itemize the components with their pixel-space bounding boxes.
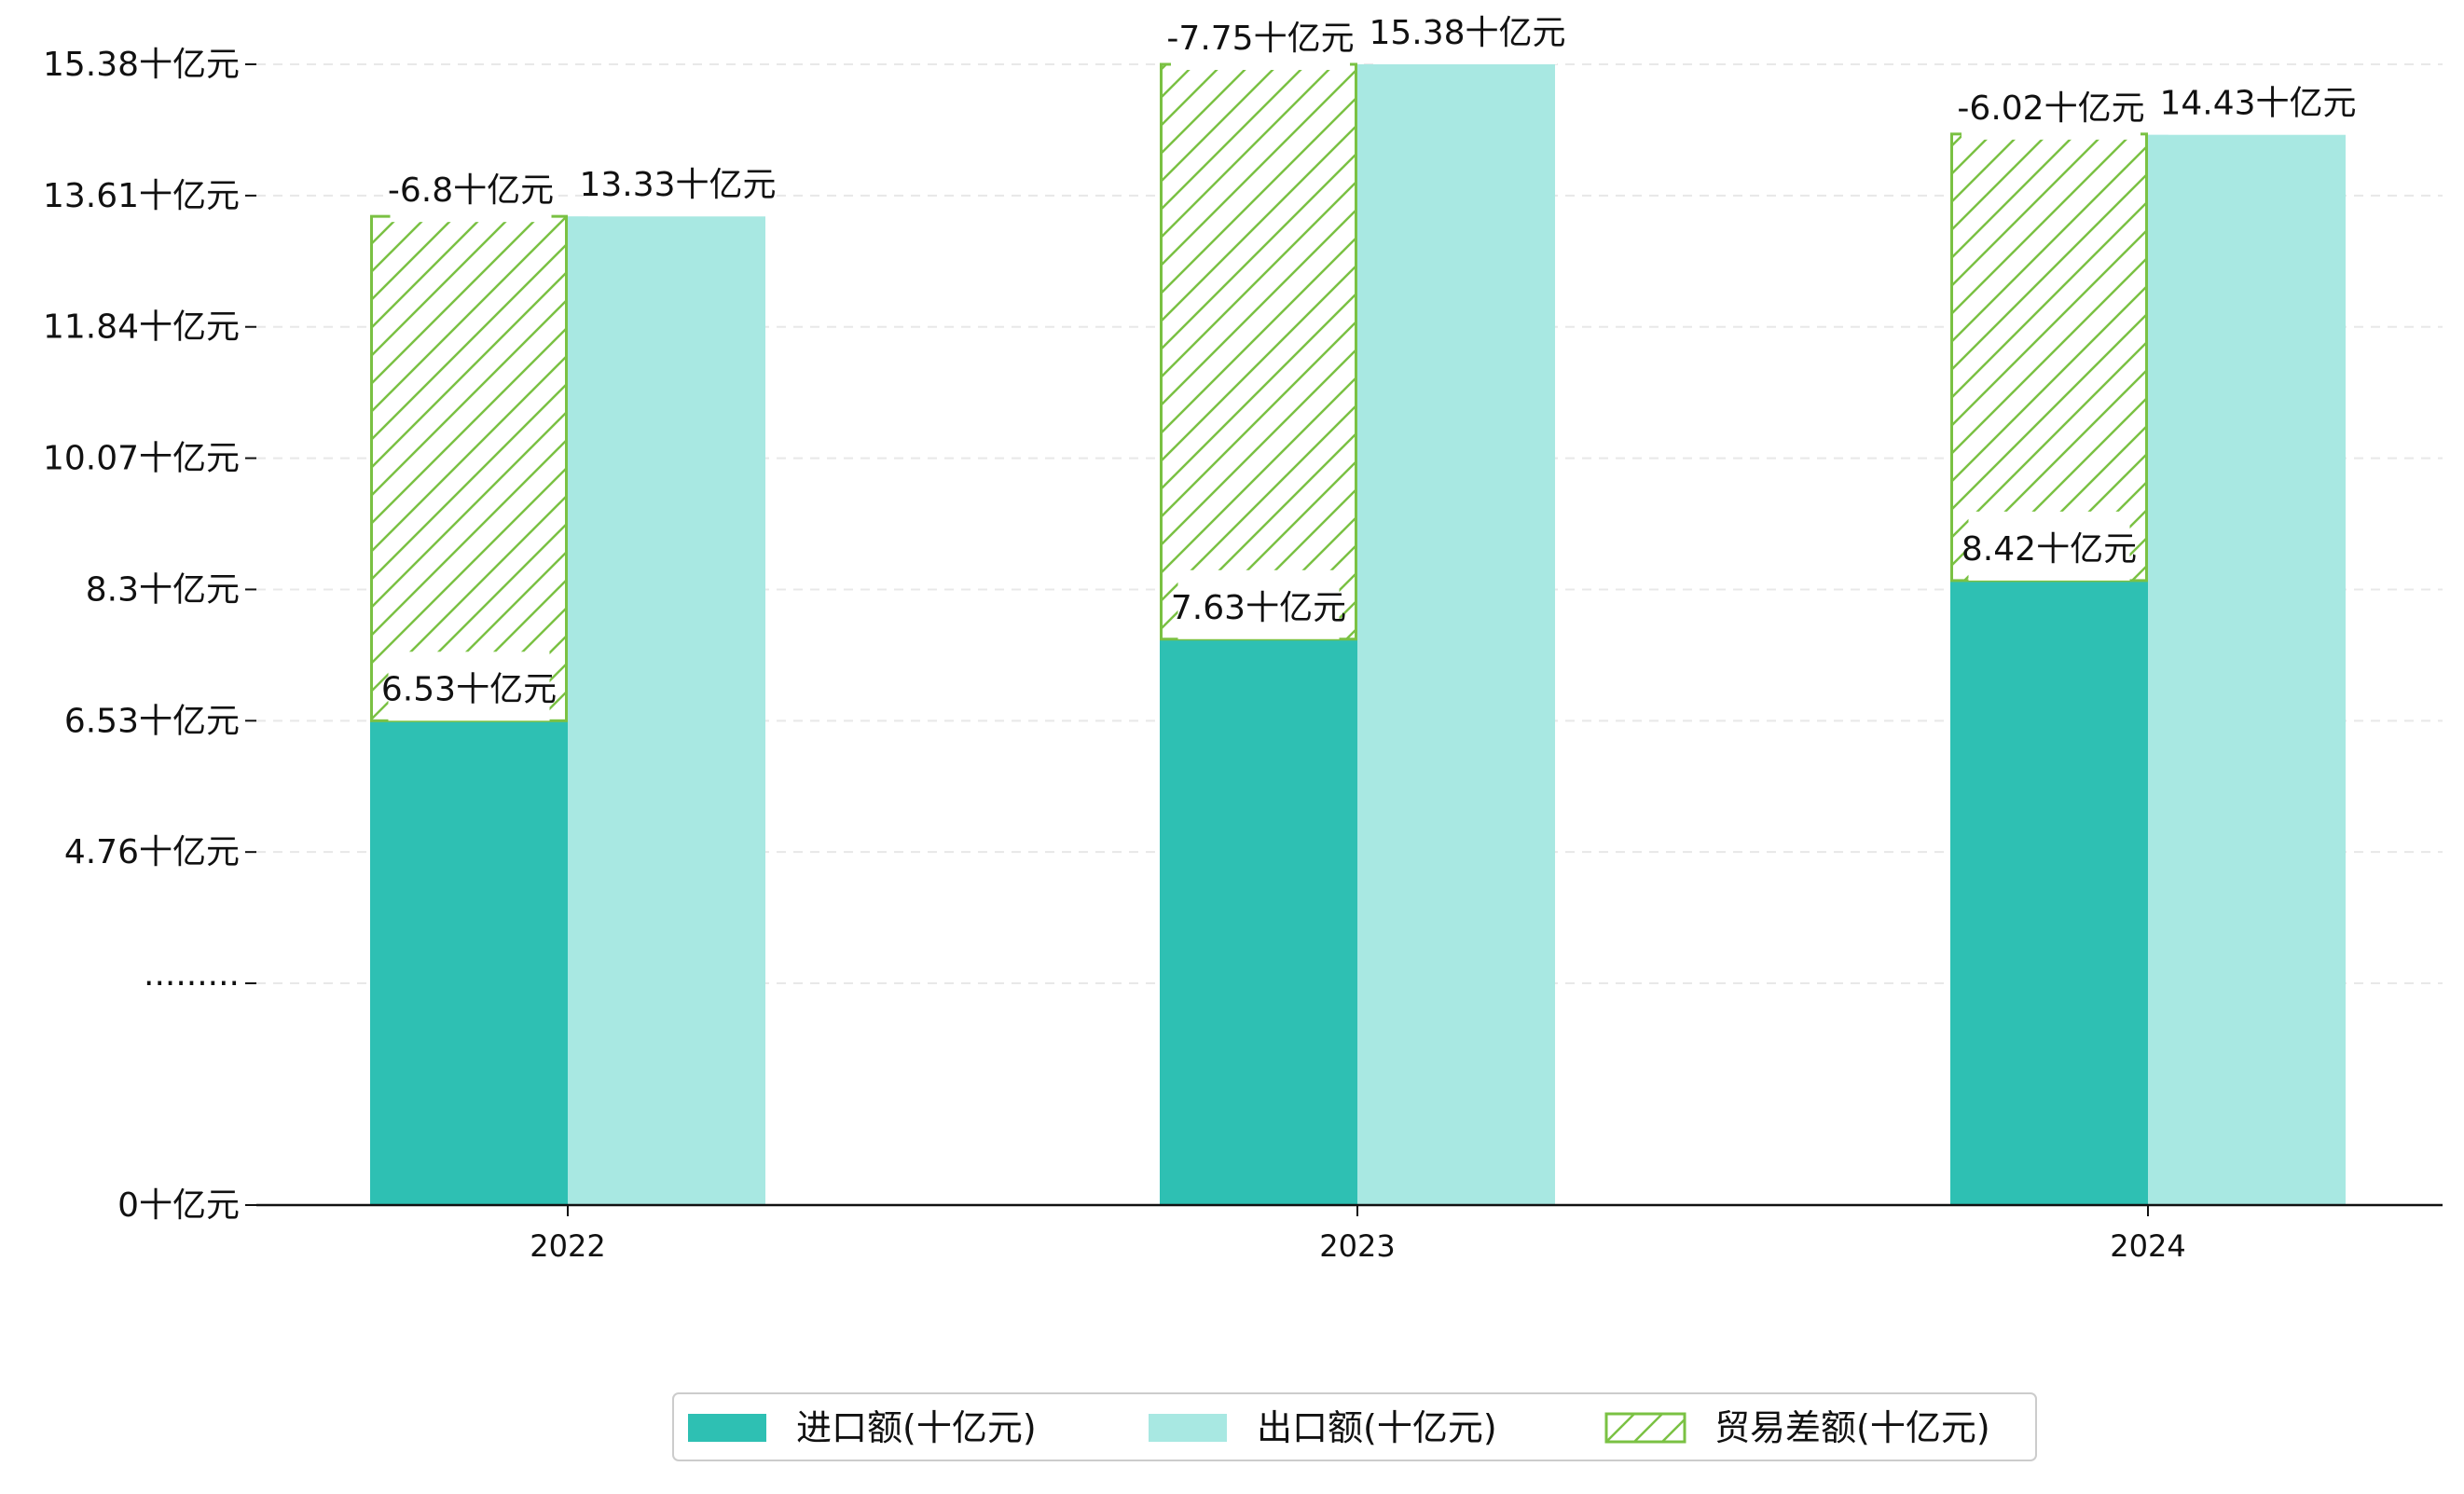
data-label: 8.42十亿元 xyxy=(1962,530,2137,569)
data-label-balance-2024: -6.02十亿元 xyxy=(1957,70,2145,140)
data-label-bg xyxy=(1962,70,2141,140)
legend-label: 出口额(十亿元) xyxy=(1257,1407,1497,1448)
data-label-bg xyxy=(388,651,550,721)
data-label-import-2024: 8.42十亿元 xyxy=(1962,511,2137,581)
legend-frame xyxy=(672,1392,2037,1461)
data-label-import-2023: 7.63十亿元 xyxy=(1171,569,1346,639)
data-label: 15.38十亿元 xyxy=(1369,14,1565,52)
data-label: 13.33十亿元 xyxy=(579,166,776,204)
bar-balance-2022 xyxy=(370,214,568,722)
bar-import-2022 xyxy=(370,720,568,1205)
legend-swatch xyxy=(688,1414,766,1442)
data-label-balance-2023: -7.75十亿元 xyxy=(1166,1,1355,70)
axes-layer: 0十亿元 ········· 4.76十亿元 6.53十亿元 8.3十亿元 10.07十亿… xyxy=(43,46,2443,1264)
y-tick-label: 0十亿元 xyxy=(117,1186,240,1225)
y-tick-label: ········· xyxy=(144,965,240,1003)
legend-item-1: 进口额(十亿元) xyxy=(688,1407,1037,1448)
data-label-bg xyxy=(390,153,552,223)
legend: 进口额(十亿元) 出口额(十亿元) 贸易差额(十亿元) xyxy=(672,1392,2037,1461)
bar-balance-2024 xyxy=(1950,132,2148,583)
bars-layer xyxy=(370,62,2346,1205)
data-label: -6.8十亿元 xyxy=(388,171,554,210)
data-label-import-2022: 6.53十亿元 xyxy=(381,651,557,721)
bar-export-2022 xyxy=(568,216,765,1205)
data-label: -7.75十亿元 xyxy=(1166,20,1354,58)
data-label-export-2022: 13.33十亿元 xyxy=(579,147,777,217)
x-tick-label: 2023 xyxy=(1319,1228,1395,1264)
data-label-bg xyxy=(1968,511,2130,581)
data-label-bg xyxy=(588,147,767,217)
legend-swatch xyxy=(1604,1412,1686,1444)
legend-label: 贸易差额(十亿元) xyxy=(1714,1407,1990,1448)
bar-export-2023 xyxy=(1357,64,1555,1205)
bar-balance-2023 xyxy=(1160,62,1357,641)
y-tick-label: 4.76十亿元 xyxy=(64,833,240,871)
y-tick-label: 11.84十亿元 xyxy=(43,308,240,347)
x-tick-label: 2024 xyxy=(2110,1228,2185,1264)
y-tick-label: 6.53十亿元 xyxy=(64,702,240,740)
data-label: 6.53十亿元 xyxy=(381,670,557,708)
data-label-bg xyxy=(1171,1,1350,70)
data-label-balance-2022: -6.8十亿元 xyxy=(388,153,554,223)
legend-label: 进口额(十亿元) xyxy=(796,1407,1037,1448)
data-label-export-2024: 14.43十亿元 xyxy=(2159,65,2357,135)
legend-item-3: 贸易差额(十亿元) xyxy=(1604,1407,1990,1448)
data-label: 14.43十亿元 xyxy=(2159,85,2356,123)
data-label-bg xyxy=(1177,569,1340,639)
data-label-bg xyxy=(2168,65,2347,135)
data-label-bg xyxy=(1378,0,1557,64)
bar-import-2024 xyxy=(1950,580,2148,1205)
bar-import-2023 xyxy=(1160,638,1357,1205)
legend-swatch xyxy=(1149,1414,1227,1442)
y-tick-label: 13.61十亿元 xyxy=(43,177,240,215)
data-label: -6.02十亿元 xyxy=(1957,89,2144,128)
y-tick-label: 15.38十亿元 xyxy=(43,46,240,84)
data-label-export-2023: 15.38十亿元 xyxy=(1369,0,1566,64)
y-tick-label: 8.3十亿元 xyxy=(86,570,240,609)
legend-item-2: 出口额(十亿元) xyxy=(1149,1407,1497,1448)
bar-export-2024 xyxy=(2148,134,2346,1205)
labels-layer: 6.53十亿元 13.33十亿元 -6.8十亿元 7.63十亿元 15.38十亿元 -7.… xyxy=(381,0,2357,721)
data-label: 7.63十亿元 xyxy=(1171,589,1346,627)
y-tick-label: 10.07十亿元 xyxy=(43,440,240,478)
x-tick-label: 2022 xyxy=(530,1228,605,1264)
